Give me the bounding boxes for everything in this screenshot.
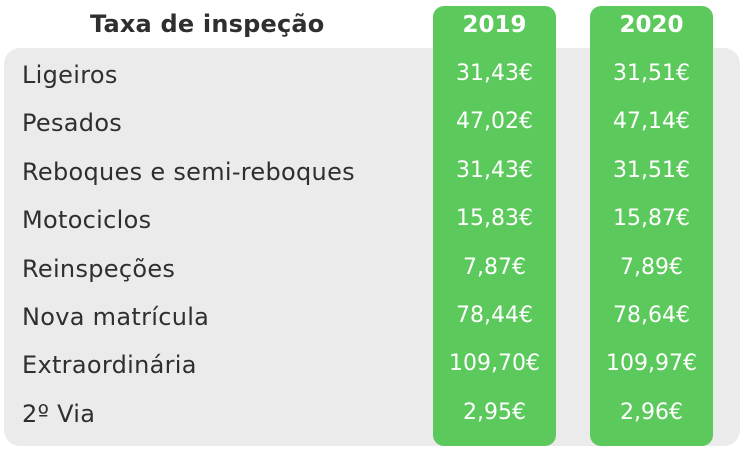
value-2020: 31,51€ [613,157,690,183]
table-title: Taxa de inspeção [90,10,325,38]
value-2020: 78,64€ [613,303,690,328]
column-header-2019: 2019 [462,12,527,38]
column-highlight-2019 [433,6,556,446]
table-row: Nova matrícula 78,44€ 78,64€ [0,294,744,342]
row-label: Extraordinária [22,351,197,380]
value-2020: 109,97€ [606,351,697,377]
value-2019: 2,95€ [463,399,526,425]
value-2020: 7,89€ [620,254,683,280]
table-row: Pesados 47,02€ 47,14€ [0,100,744,148]
table-row: Motociclos 15,83€ 15,87€ [0,197,744,245]
row-label: 2º Via [22,399,96,428]
column-highlight-2020 [590,6,713,446]
value-2020: 15,87€ [613,206,690,232]
table-row: Ligeiros 31,43€ 31,51€ [0,52,744,100]
value-2019: 47,02€ [456,109,533,135]
value-2020: 2,96€ [620,399,683,425]
table-row: Reinspeções 7,87€ 7,89€ [0,246,744,294]
row-label: Reinspeções [22,254,176,283]
row-label: Nova matrícula [22,303,210,331]
table-row: Reboques e semi-reboques 31,43€ 31,51€ [0,149,744,197]
row-label: Reboques e semi-reboques [22,157,355,186]
value-2019: 31,43€ [456,157,533,183]
column-header-2020: 2020 [619,12,684,38]
value-2019: 109,70€ [449,351,540,377]
value-2020: 47,14€ [613,109,690,135]
table-row: Extraordinária 109,70€ 109,97€ [0,342,744,390]
row-label: Ligeiros [22,61,118,89]
row-label: Pesados [22,109,123,138]
value-2019: 15,83€ [456,206,533,232]
value-2019: 7,87€ [463,254,526,280]
table-row: 2º Via 2,95€ 2,96€ [0,391,744,439]
row-label: Motociclos [22,206,152,235]
value-2019: 78,44€ [456,303,533,328]
value-2020: 31,51€ [613,61,690,86]
value-2019: 31,43€ [456,61,533,86]
